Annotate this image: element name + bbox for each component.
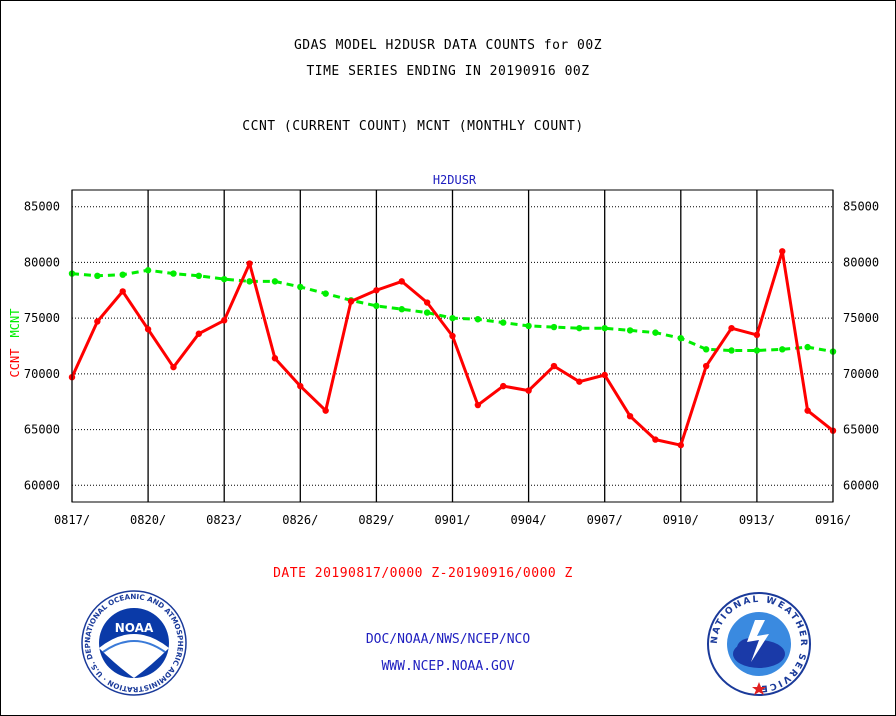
data-point-mcnt: [423, 309, 431, 316]
y-axis-label-mcnt: MCNT: [8, 309, 22, 338]
data-point-ccnt: [677, 441, 684, 449]
y-tick-label-right: 70000: [843, 367, 879, 381]
y-tick-label-right: 75000: [843, 311, 879, 325]
data-point-mcnt: [779, 346, 786, 353]
data-point-ccnt: [170, 363, 177, 371]
data-point-mcnt: [474, 316, 482, 323]
series-layer: [68, 248, 837, 449]
data-point-mcnt: [753, 347, 761, 354]
data-point-mcnt: [702, 346, 710, 353]
data-point-ccnt: [804, 407, 811, 414]
data-point-ccnt: [119, 288, 126, 295]
data-point-mcnt: [677, 335, 684, 342]
data-point-ccnt: [779, 248, 786, 255]
data-point-mcnt: [170, 270, 177, 277]
data-point-mcnt: [94, 272, 101, 279]
data-point-ccnt: [702, 362, 710, 370]
x-tick-label: 0916/: [815, 513, 851, 527]
data-point-mcnt: [119, 271, 126, 278]
x-tick-label: 0829/: [358, 513, 394, 527]
noaa-logo-text: NOAA: [115, 621, 154, 635]
data-point-ccnt: [271, 355, 279, 362]
y-tick-label-left: 65000: [24, 423, 60, 437]
data-point-ccnt: [423, 299, 431, 306]
data-point-ccnt: [525, 387, 532, 394]
plot-border: [71, 189, 834, 503]
x-tick-label: 0910/: [663, 513, 699, 527]
x-tick-label: 0907/: [587, 513, 623, 527]
data-point-mcnt: [804, 343, 811, 351]
data-point-ccnt: [550, 362, 558, 370]
data-point-mcnt: [144, 267, 152, 274]
footer-url[interactable]: WWW.NCEP.NOAA.GOV: [381, 659, 515, 674]
data-point-mcnt: [322, 290, 329, 297]
data-point-mcnt: [271, 278, 279, 285]
date-range: DATE 20190817/0000 Z-20190916/0000 Z: [273, 566, 573, 581]
grid-layer: [71, 190, 834, 502]
data-point-ccnt: [297, 382, 304, 390]
data-point-ccnt: [601, 371, 608, 379]
x-tick-label: 0904/: [511, 513, 547, 527]
data-point-ccnt: [500, 382, 507, 390]
data-point-mcnt: [297, 283, 304, 291]
data-point-mcnt: [500, 319, 507, 326]
data-point-mcnt: [221, 275, 228, 283]
y-tick-label-right: 65000: [843, 423, 879, 437]
y-tick-label-right: 80000: [843, 255, 879, 269]
data-point-ccnt: [576, 378, 583, 385]
title-line-1: GDAS MODEL H2DUSR DATA COUNTS for 00Z: [293, 38, 603, 53]
x-tick-label: 0901/: [434, 513, 470, 527]
data-point-ccnt: [195, 330, 203, 337]
x-tick-label: 0823/: [206, 513, 242, 527]
data-point-ccnt: [144, 326, 152, 333]
data-point-ccnt: [322, 407, 329, 414]
data-point-ccnt: [94, 318, 101, 325]
data-point-ccnt: [347, 298, 355, 305]
data-point-mcnt: [601, 324, 608, 332]
y-tick-label-left: 60000: [24, 478, 60, 492]
data-point-ccnt: [398, 278, 405, 285]
y-tick-label-right: 60000: [843, 478, 879, 492]
title-line-3: CCNT (CURRENT COUNT) MCNT (MONTHLY COUNT…: [242, 119, 584, 134]
data-point-ccnt: [652, 436, 659, 443]
data-point-mcnt: [728, 347, 735, 354]
data-point-mcnt: [626, 327, 634, 334]
x-tick-label: 0826/: [282, 513, 318, 527]
data-point-mcnt: [576, 324, 583, 332]
footer-org: DOC/NOAA/NWS/NCEP/NCO: [365, 632, 531, 647]
data-point-mcnt: [373, 302, 380, 310]
data-point-mcnt: [246, 278, 253, 285]
y-axis-label-ccnt: CCNT: [8, 349, 22, 378]
x-tick-label: 0913/: [739, 513, 775, 527]
data-point-mcnt: [525, 322, 532, 330]
data-point-ccnt: [221, 317, 228, 324]
data-point-ccnt: [626, 413, 634, 420]
nws-logo: NATIONAL WEATHER SERVICE: [707, 592, 811, 696]
data-point-mcnt: [398, 306, 405, 313]
y-tick-label-left: 70000: [24, 367, 60, 381]
label-layer: 60000 60000 65000 65000 70000 70000 75000 75000…: [8, 173, 879, 527]
x-tick-label: 0817/: [54, 513, 90, 527]
data-point-ccnt: [474, 401, 482, 409]
data-point-mcnt: [550, 323, 558, 331]
data-point-mcnt: [195, 272, 203, 279]
x-tick-label: 0820/: [130, 513, 166, 527]
title-line-2: TIME SERIES ENDING IN 20190916 00Z: [306, 64, 590, 79]
data-point-ccnt: [373, 287, 380, 294]
noaa-logo: NATIONAL OCEANIC AND ATMOSPHERIC ADMINIS…: [81, 590, 187, 696]
data-point-ccnt: [753, 331, 761, 339]
y-tick-label-left: 85000: [24, 200, 60, 214]
data-point-mcnt: [449, 314, 456, 322]
data-point-ccnt: [728, 324, 735, 332]
chart-title: H2DUSR: [433, 173, 477, 187]
y-tick-label-left: 75000: [24, 311, 60, 325]
y-tick-label-right: 85000: [843, 200, 879, 214]
y-tick-label-left: 80000: [24, 255, 60, 269]
data-point-ccnt: [449, 332, 456, 340]
data-point-mcnt: [652, 329, 659, 336]
data-point-ccnt: [246, 260, 253, 267]
